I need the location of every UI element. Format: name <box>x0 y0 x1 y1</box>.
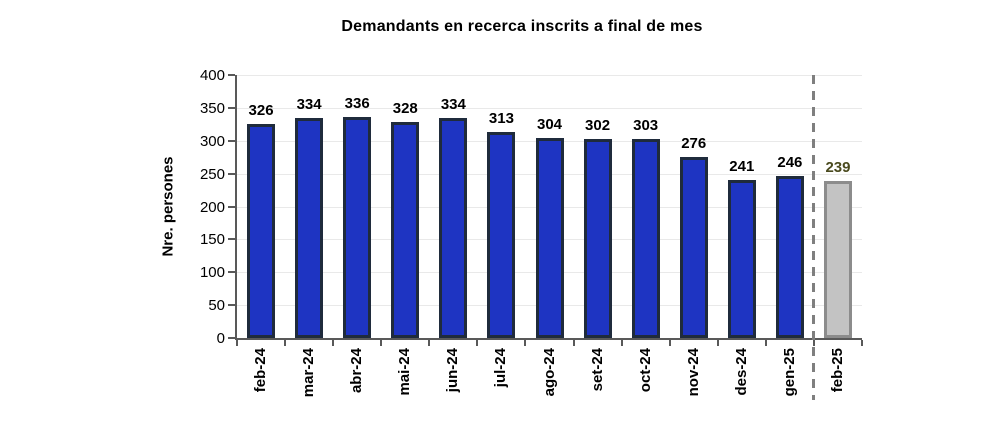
x-tick-label: gen-25 <box>780 348 798 397</box>
bar-value-label: 276 <box>681 134 707 152</box>
bar <box>487 132 516 338</box>
y-tick-label: 250 <box>199 165 225 183</box>
bar-value-label: 334 <box>296 96 322 114</box>
y-tick-label: 100 <box>199 264 225 282</box>
x-tick-label: des-24 <box>732 348 750 396</box>
x-tick <box>428 340 431 346</box>
x-tick <box>668 340 671 346</box>
bar <box>775 176 804 338</box>
x-tick <box>332 340 335 346</box>
bar-value-label: 326 <box>248 101 274 119</box>
bar <box>295 118 324 338</box>
bar-value-label: 241 <box>729 157 755 175</box>
x-tick <box>236 340 238 346</box>
y-tick <box>228 271 235 274</box>
x-tick-label: jul-24 <box>492 348 510 388</box>
x-tick <box>284 340 287 346</box>
bar-value-label: 313 <box>488 110 514 128</box>
y-tick <box>228 172 235 175</box>
x-tick <box>716 340 719 346</box>
y-tick-label: 300 <box>199 132 225 150</box>
bar-value-label: 246 <box>777 154 803 172</box>
bar <box>247 123 276 338</box>
y-tick <box>228 304 235 307</box>
bar-value-label: 239 <box>825 158 851 176</box>
bar-value-label: 334 <box>440 96 466 114</box>
x-tick-label: abr-24 <box>348 348 366 394</box>
x-tick-label: feb-25 <box>828 348 846 393</box>
x-tick <box>572 340 575 346</box>
y-tick <box>228 205 235 208</box>
x-tick-label: ago-24 <box>540 348 558 397</box>
gridline <box>237 107 862 109</box>
y-tick-label: 400 <box>199 67 225 84</box>
bar <box>439 118 468 338</box>
separator-dashed-line <box>812 75 816 400</box>
y-tick-label: 350 <box>199 99 225 117</box>
y-tick <box>228 238 235 241</box>
y-tick-label: 200 <box>199 198 225 216</box>
x-tick-label: mar-24 <box>300 348 318 398</box>
bar-value-label: 336 <box>344 95 370 113</box>
x-tick-label: jun-24 <box>444 348 462 393</box>
x-tick-label: mai-24 <box>396 348 414 396</box>
y-tick-label: 150 <box>199 231 225 249</box>
x-tick-label: nov-24 <box>684 348 702 397</box>
bar <box>343 117 372 338</box>
y-tick <box>228 139 235 142</box>
bar <box>727 179 756 338</box>
bar-value-label: 302 <box>585 117 611 135</box>
x-tick-label: oct-24 <box>636 348 654 393</box>
x-tick <box>861 340 863 346</box>
y-tick <box>228 337 235 339</box>
y-tick-label: 50 <box>208 297 225 315</box>
bar-value-label: 304 <box>536 116 563 134</box>
bar <box>535 138 564 338</box>
bar <box>391 122 420 338</box>
bar <box>583 139 612 338</box>
y-tick <box>228 74 235 76</box>
bar-value-label: 328 <box>392 100 418 118</box>
x-tick <box>380 340 383 346</box>
y-tick-label: 0 <box>216 330 225 347</box>
x-tick <box>524 340 527 346</box>
gridline <box>237 75 862 76</box>
y-axis-title: Nre. persones <box>159 156 177 257</box>
x-tick <box>476 340 479 346</box>
bar <box>631 138 660 338</box>
chart-title: Demandants en recerca inscrits a final d… <box>341 18 703 35</box>
x-tick <box>764 340 767 346</box>
bar <box>679 156 708 338</box>
plot-area: 0 50 100 150 200 250 300 350 400 326 334 336 328 334 3… <box>200 67 863 400</box>
x-tick-label: feb-24 <box>252 348 270 393</box>
x-tick <box>620 340 623 346</box>
x-tick-label: set-24 <box>588 348 606 392</box>
bar-value-label: 303 <box>633 116 659 134</box>
y-tick <box>228 106 235 109</box>
y-axis-line <box>235 75 237 338</box>
x-axis-line <box>235 338 862 340</box>
bar <box>823 180 852 338</box>
